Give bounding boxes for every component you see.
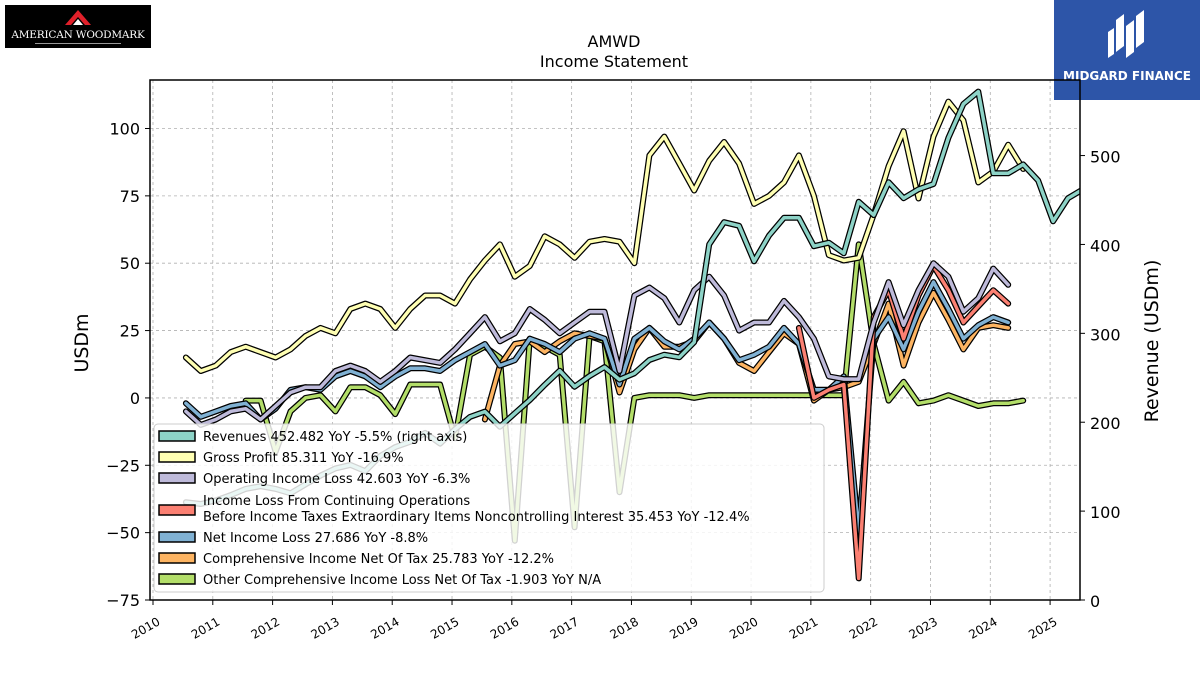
x-tick-label: 2011 <box>189 614 222 641</box>
legend-label: Revenues 452.482 YoY -5.5% (right axis) <box>203 430 467 445</box>
x-tick-label: 2012 <box>249 614 282 641</box>
midgard-finance-logo: MIDGARD FINANCE <box>1054 0 1200 100</box>
x-tick-label: 2021 <box>787 614 820 641</box>
series-line-income-loss-from-continuing-operations-before-income-taxes-extraordinary-items-noncontrolling-interest <box>797 264 1010 581</box>
y-tick-label: 25 <box>120 322 140 341</box>
x-tick-label: 2017 <box>548 614 581 641</box>
y2-tick-label: 300 <box>1090 325 1121 344</box>
y-tick-label: 75 <box>120 187 140 206</box>
x-tick-label: 2018 <box>607 614 640 641</box>
y-tick-label: 0 <box>130 389 140 408</box>
x-tick-label: 2016 <box>488 614 521 641</box>
legend-swatch <box>158 573 196 585</box>
x-tick-label: 2019 <box>667 614 700 641</box>
series-line-operating-income-loss <box>184 261 1010 427</box>
x-tick-label: 2025 <box>1026 614 1059 641</box>
x-tick-label: 2015 <box>428 614 461 641</box>
x-tick-label: 2024 <box>966 614 999 641</box>
legend-swatch <box>158 430 196 442</box>
legend-label: Operating Income Loss 42.603 YoY -6.3% <box>203 472 470 487</box>
left-logo-text: AMERICAN WOODMARK <box>11 29 145 41</box>
legend-label: Other Comprehensive Income Loss Net Of T… <box>203 573 601 588</box>
x-tick-label: 2014 <box>368 614 401 641</box>
series-line-gross-profit <box>184 99 1025 373</box>
legend-swatch <box>158 451 196 463</box>
y-axis-label: USDm <box>71 313 93 372</box>
house-roof-icon <box>35 10 121 44</box>
y-tick-label: −50 <box>106 524 140 543</box>
legend-swatch <box>158 531 196 543</box>
right-logo-text: MIDGARD FINANCE <box>1063 69 1191 83</box>
series-outline-income-loss-from-continuing-operations-before-income-taxes-extraordinary-items-noncontrolling-interest <box>795 262 1012 582</box>
y2-tick-label: 100 <box>1090 503 1121 522</box>
legend-label: Comprehensive Income Net Of Tax 25.783 Y… <box>203 552 554 567</box>
x-tick-label: 2020 <box>727 614 760 641</box>
legend-swatch <box>158 472 196 484</box>
y2-tick-label: 200 <box>1090 414 1121 433</box>
legend-swatch <box>158 552 196 564</box>
y2-tick-label: 400 <box>1090 236 1121 255</box>
legend-box <box>153 423 825 593</box>
y-tick-label: 100 <box>109 119 140 138</box>
legend-label: Before Income Taxes Extraordinary Items … <box>203 510 750 525</box>
midgard-emblem-icon <box>1108 10 1144 58</box>
y-tick-label: −75 <box>106 591 140 610</box>
series-line-other-comprehensive-income-loss-net-of-tax <box>243 242 1025 543</box>
chart-subtitle: Income Statement <box>540 52 688 71</box>
y2-tick-label: 500 <box>1090 148 1121 167</box>
american-woodmark-logo: AMERICAN WOODMARK <box>5 5 151 48</box>
legend-swatch <box>158 504 196 516</box>
plot-frame <box>149 79 1081 601</box>
legend-label: Gross Profit 85.311 YoY -16.9% <box>203 451 404 466</box>
y2-axis-label: Revenue (USDm) <box>1141 260 1163 423</box>
x-tick-label: 2010 <box>129 614 162 641</box>
legend-label: Income Loss From Continuing Operations <box>203 494 470 509</box>
y-tick-label: 50 <box>120 254 140 273</box>
series-line-comprehensive-income-net-of-tax <box>483 291 1010 422</box>
x-tick-label: 2023 <box>907 614 940 641</box>
x-tick-label: 2022 <box>847 614 880 641</box>
y-tick-label: −25 <box>106 456 140 475</box>
x-tick-label: 2013 <box>308 614 341 641</box>
series-layer <box>182 88 1080 582</box>
y2-tick-label: 0 <box>1090 592 1100 611</box>
legend-label: Net Income Loss 27.686 YoY -8.8% <box>203 531 428 546</box>
legend: Revenues 452.482 YoY -5.5% (right axis) G… <box>153 423 825 593</box>
chart-title: AMWD <box>588 32 641 51</box>
